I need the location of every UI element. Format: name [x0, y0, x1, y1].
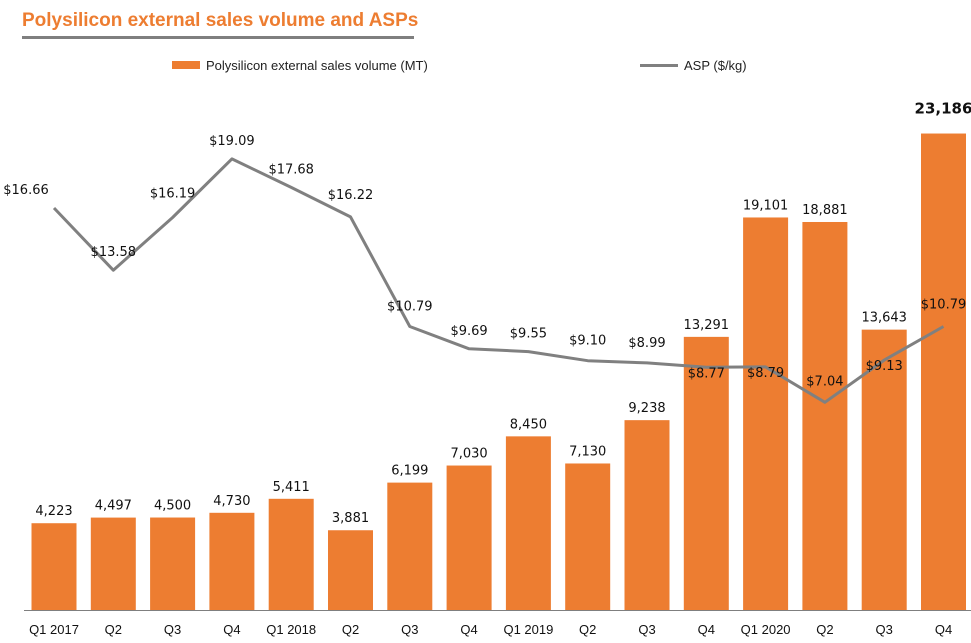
bar-4 — [268, 498, 314, 610]
asp-label-8: $9.55 — [510, 327, 547, 342]
legend-item-asp: ASP ($/kg) — [640, 56, 747, 74]
x-tick-label-3: Q4 — [223, 622, 240, 637]
asp-label-12: $8.79 — [747, 366, 784, 381]
x-tick-label-10: Q3 — [638, 622, 655, 637]
x-tick-label-1: Q2 — [105, 622, 122, 637]
asp-label-0: $16.66 — [3, 183, 49, 198]
bar-label-13: 18,881 — [802, 203, 848, 218]
bar-label-11: 13,291 — [684, 318, 730, 333]
asp-label-2: $16.19 — [150, 186, 196, 201]
asp-label-10: $8.99 — [628, 336, 665, 351]
bar-7 — [446, 465, 492, 610]
bar-label-12: 19,101 — [743, 198, 789, 213]
bar-label-1: 4,497 — [95, 499, 132, 514]
asp-label-13: $7.04 — [806, 374, 843, 389]
legend-label-asp: ASP ($/kg) — [684, 57, 747, 73]
asp-label-11: $8.77 — [688, 366, 725, 381]
bar-label-9: 7,130 — [569, 444, 606, 459]
bar-10 — [624, 420, 670, 610]
x-tick-label-5: Q2 — [342, 622, 359, 637]
bar-8 — [505, 436, 551, 610]
bar-1 — [90, 517, 136, 610]
asp-label-5: $16.22 — [328, 188, 374, 203]
bar-6 — [387, 482, 433, 610]
bar-12 — [743, 217, 789, 610]
asp-label-1: $13.58 — [91, 245, 137, 260]
bar-label-6: 6,199 — [391, 464, 428, 479]
x-tick-label-4: Q1 2018 — [266, 622, 316, 637]
x-tick-label-6: Q3 — [401, 622, 418, 637]
bar-label-2: 4,500 — [154, 499, 191, 514]
bar-3 — [209, 512, 255, 610]
bar-0 — [31, 523, 77, 610]
x-tick-label-14: Q3 — [876, 622, 893, 637]
bar-label-5: 3,881 — [332, 511, 369, 526]
bar-label-0: 4,223 — [35, 504, 72, 519]
asp-label-7: $9.69 — [450, 324, 487, 339]
bar-11 — [683, 336, 729, 610]
bar-14 — [861, 329, 907, 610]
legend-item-volume: Polysilicon external sales volume (MT) — [172, 56, 428, 74]
bar-label-4: 5,411 — [273, 480, 310, 495]
asp-label-15: $10.79 — [921, 298, 967, 313]
asp-label-9: $9.10 — [569, 334, 606, 349]
x-tick-label-11: Q4 — [698, 622, 715, 637]
bar-label-10: 9,238 — [628, 401, 665, 416]
x-tick-label-12: Q1 2020 — [741, 622, 791, 637]
asp-label-14: $9.13 — [866, 359, 903, 374]
bar-label-7: 7,030 — [450, 447, 487, 462]
x-tick-label-15: Q4 — [935, 622, 952, 637]
legend-label-volume: Polysilicon external sales volume (MT) — [206, 57, 428, 73]
chart-title: Polysilicon external sales volume and AS… — [22, 10, 419, 31]
bar-15 — [921, 133, 966, 610]
title-underline — [22, 36, 414, 39]
bar-label-15: 23,186 — [915, 100, 971, 118]
bar-9 — [565, 463, 611, 610]
x-tick-label-8: Q1 2019 — [503, 622, 553, 637]
asp-label-6: $10.79 — [387, 300, 433, 315]
x-tick-label-9: Q2 — [579, 622, 596, 637]
asp-label-3: $19.09 — [209, 134, 255, 149]
asp-line — [52, 157, 945, 404]
x-tick-label-2: Q3 — [164, 622, 181, 637]
bar-label-8: 8,450 — [510, 417, 547, 432]
legend-swatch-bar — [172, 61, 200, 69]
bar-5 — [328, 530, 373, 610]
bar-2 — [150, 517, 196, 610]
x-tick-label-0: Q1 2017 — [29, 622, 79, 637]
legend-swatch-line — [640, 63, 678, 67]
asp-label-4: $17.68 — [268, 162, 314, 177]
x-tick-label-13: Q2 — [816, 622, 833, 637]
bar-label-14: 13,643 — [861, 311, 907, 326]
bar-label-3: 4,730 — [213, 494, 250, 509]
x-tick-label-7: Q4 — [460, 622, 477, 637]
bar-13 — [802, 221, 848, 610]
